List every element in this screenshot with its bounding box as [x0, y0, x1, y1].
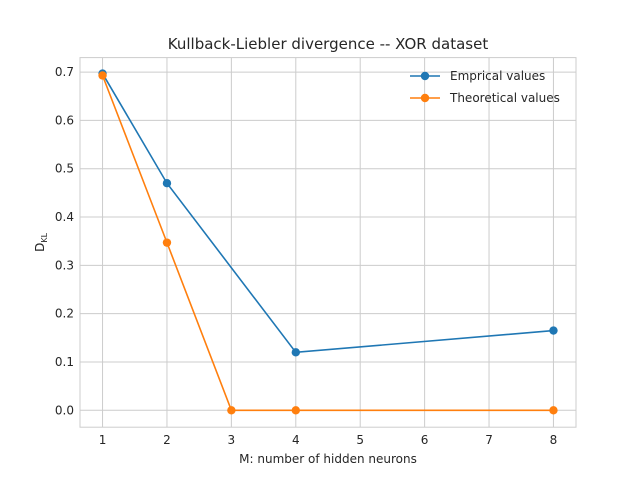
- legend-marker: [420, 71, 430, 81]
- data-point-0: [549, 326, 558, 335]
- y-tick-label: 0.1: [55, 355, 74, 369]
- y-tick-label: 0.0: [55, 403, 74, 417]
- y-tick-label: 0.3: [55, 258, 74, 272]
- y-tick-label: 0.7: [55, 65, 74, 79]
- plot-frame: [79, 57, 577, 428]
- y-axis-label: DKL: [33, 232, 49, 251]
- data-point-1: [227, 406, 236, 415]
- data-point-1: [291, 406, 300, 415]
- x-tick-label: 7: [485, 433, 493, 447]
- y-ticks: 0.0 0.1 0.2 0.3 0.4 0.5 0.6 0.7: [55, 65, 74, 417]
- series-layer: [98, 69, 558, 415]
- y-tick-label: 0.5: [55, 162, 74, 176]
- data-point-0: [162, 179, 172, 188]
- legend-label: Emprical values: [450, 69, 545, 83]
- x-tick-label: 4: [292, 433, 300, 447]
- x-tick-label: 2: [163, 433, 171, 447]
- data-point-1: [162, 238, 172, 247]
- legend-label: Theoretical values: [449, 91, 560, 105]
- x-ticks: 1 2 3 4 5 6 7 8: [99, 433, 558, 447]
- x-tick-label: 5: [356, 433, 364, 447]
- x-axis-label: M: number of hidden neurons: [239, 452, 417, 466]
- y-axis-label-main: D: [33, 243, 47, 252]
- data-point-1: [98, 71, 107, 80]
- x-tick-label: 8: [550, 433, 558, 447]
- plot-background: [80, 57, 576, 428]
- data-point-1: [549, 406, 558, 415]
- x-tick-label: 1: [99, 433, 107, 447]
- chart-title: Kullback-Liebler divergence -- XOR datas…: [168, 35, 489, 53]
- grid: [80, 57, 576, 428]
- y-axis-label-subscript: KL: [40, 232, 49, 242]
- series-line-0: [101, 73, 554, 354]
- x-tick-label: 6: [421, 433, 429, 447]
- y-tick-label: 0.4: [55, 210, 74, 224]
- x-tick-label: 3: [228, 433, 236, 447]
- legend-marker: [420, 93, 430, 103]
- legend: Emprical values Theoretical values: [410, 69, 560, 105]
- data-point-0: [291, 348, 300, 357]
- y-tick-label: 0.6: [55, 113, 74, 127]
- y-tick-label: 0.2: [55, 307, 74, 321]
